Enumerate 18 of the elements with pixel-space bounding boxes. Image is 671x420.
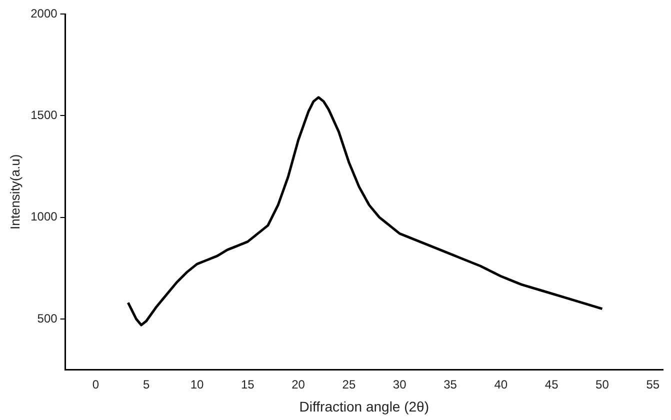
- x-tick-label: 5: [142, 377, 150, 392]
- y-tick-label: 2000: [30, 6, 58, 20]
- x-tick-label: 45: [544, 377, 559, 392]
- x-tick-label: 10: [190, 377, 204, 392]
- x-tick-label: 30: [392, 377, 407, 392]
- x-tick-label: 40: [494, 377, 508, 392]
- x-tick-label: 50: [596, 377, 610, 392]
- x-tick-label: 25: [342, 377, 356, 392]
- x-tick-label: 55: [646, 377, 660, 392]
- x-axis-title: Diffraction angle (2θ): [299, 398, 429, 414]
- y-tick-label: 1500: [30, 108, 58, 122]
- y-tick-label: 500: [37, 311, 58, 326]
- x-tick-label: 20: [292, 377, 306, 392]
- x-tick-label: 35: [444, 377, 458, 392]
- x-tick-label: 0: [92, 377, 100, 392]
- x-tick-label: 15: [240, 377, 255, 392]
- y-tick-label: 1000: [30, 210, 58, 224]
- y-axis-title: Intensity(a.u): [7, 154, 22, 230]
